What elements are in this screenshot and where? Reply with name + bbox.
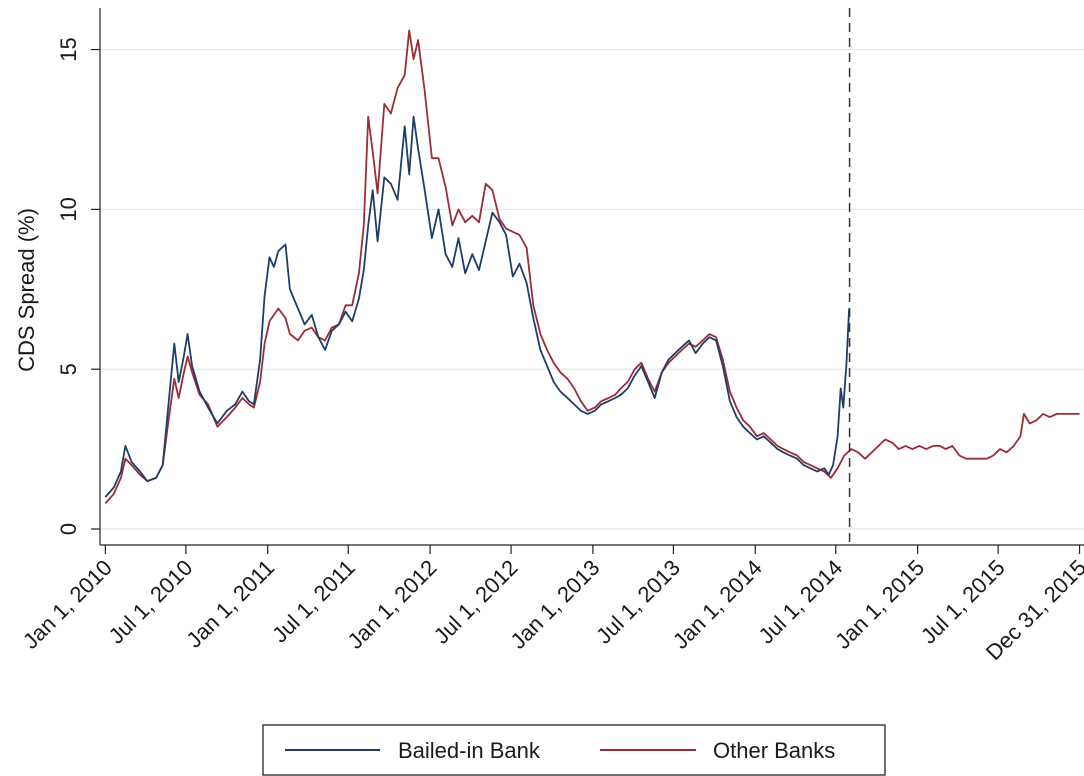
y-tick-label-15: 15 <box>56 37 81 61</box>
y-tick-label-10: 10 <box>56 197 81 221</box>
y-tick-label-0: 0 <box>56 523 81 535</box>
y-tick-label-5: 5 <box>56 363 81 375</box>
legend: Bailed-in Bank Other Banks <box>262 724 886 776</box>
gridlines <box>100 48 1084 530</box>
series-line-bailed-in-bank <box>104 115 850 498</box>
y-axis-title: CDS Spread (%) <box>14 208 39 372</box>
legend-label-bailed-in-bank: Bailed-in Bank <box>398 738 541 763</box>
y-axis: 0 5 10 15 <box>56 8 101 545</box>
legend-label-other-banks: Other Banks <box>713 738 835 763</box>
series-line-other-banks <box>104 29 1080 505</box>
series-layer <box>104 29 1080 505</box>
